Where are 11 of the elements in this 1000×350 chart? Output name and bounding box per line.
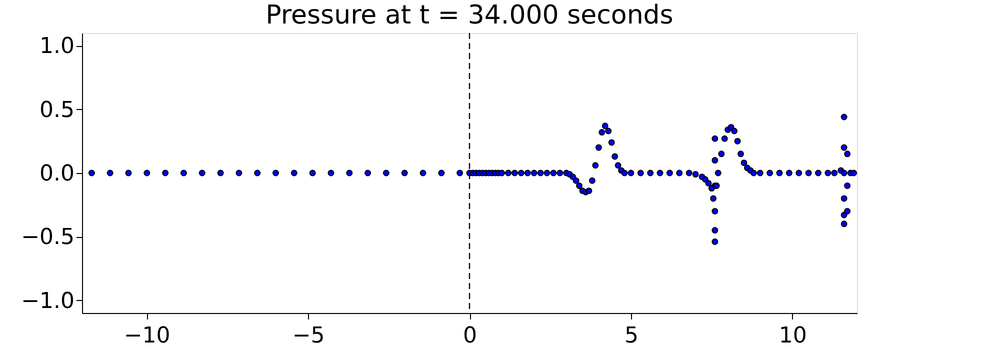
x-tick-label: 5 — [624, 324, 638, 348]
y-tick-label: 0.0 — [40, 162, 74, 186]
x-tick-label: 0 — [463, 324, 477, 348]
y-tick-label: 0.5 — [40, 98, 74, 123]
y-tick-label: −1.0 — [21, 288, 74, 314]
chart-title: Pressure at t = 34.000 seconds — [266, 0, 674, 30]
x-tick-label: −10 — [124, 324, 170, 348]
x-tick-label: 10 — [778, 324, 807, 348]
y-tick-label: 1.0 — [40, 34, 74, 60]
x-tick-label: −5 — [292, 324, 325, 348]
y-tick-label: −0.5 — [21, 225, 74, 250]
